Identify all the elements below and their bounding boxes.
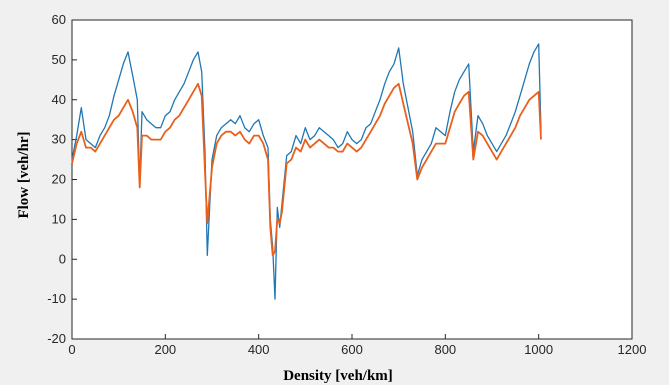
series-lines: [71, 43, 542, 300]
x-tick-label: 400: [248, 342, 270, 357]
x-axis-label: Density [veh/km]: [283, 368, 393, 384]
y-tick-label: 40: [52, 92, 66, 107]
y-tick-label: -20: [47, 331, 66, 346]
series-line-1: [71, 43, 542, 300]
y-tick-label: -10: [47, 291, 66, 306]
axis-ticks: 0 200 400 600 800 1000 1200 -20 -10 0 10 20 30 40 50 60: [47, 12, 646, 357]
x-tick-label: 600: [341, 342, 363, 357]
y-tick-label: 60: [52, 12, 66, 27]
x-tick-label: 800: [434, 342, 456, 357]
x-tick-label: 200: [154, 342, 176, 357]
x-tick-label: 1200: [618, 342, 647, 357]
series-line-2: [71, 82, 542, 257]
y-tick-label: 0: [59, 251, 66, 266]
y-tick-label: 10: [52, 211, 66, 226]
y-tick-label: 50: [52, 52, 66, 67]
y-tick-label: 20: [52, 172, 66, 187]
plot-area: [71, 19, 633, 340]
x-tick-label: 1000: [524, 342, 553, 357]
y-axis-label: Flow [veh/hr]: [16, 131, 32, 218]
x-tick-label: 0: [68, 342, 75, 357]
y-tick-label: 30: [52, 132, 66, 147]
